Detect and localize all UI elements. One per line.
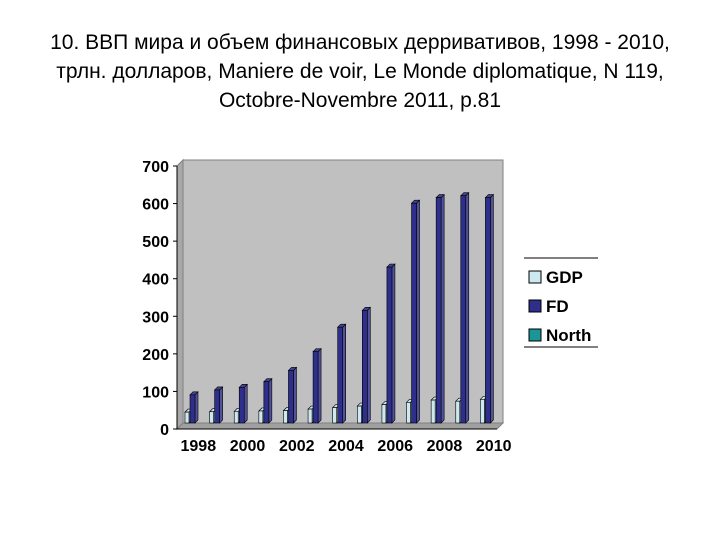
bar-fd-side <box>194 391 199 424</box>
bar-fd-front <box>288 370 294 424</box>
bar-fd-front <box>238 387 245 424</box>
bar-gdp-front <box>258 410 264 424</box>
bar-fd-front <box>435 197 442 424</box>
x-tick-label: 2008 <box>427 438 463 455</box>
bar-fd-front <box>214 389 220 424</box>
y-tick-label: 400 <box>142 272 169 289</box>
bar-fd <box>386 263 396 424</box>
bar-fd <box>263 377 273 424</box>
bar-fd <box>287 366 298 424</box>
y-tick-label: 700 <box>142 159 169 176</box>
chart-title: 10. ВВП мира и объем финансовых дерриват… <box>50 31 670 112</box>
legend-label-gdp: GDP <box>546 268 583 287</box>
bar-gdp-front <box>406 402 411 424</box>
bar-fd <box>336 323 347 424</box>
bar-fd <box>460 191 470 424</box>
legend-swatch-north <box>528 328 542 342</box>
bar-gdp-front <box>184 411 190 424</box>
y-tick-label: 500 <box>142 234 169 251</box>
x-tick-label: 2006 <box>377 438 413 455</box>
plot-floor <box>175 422 505 430</box>
bar-fd-side <box>367 306 371 424</box>
x-tick-label: 2000 <box>230 438 266 455</box>
bar-fd-front <box>411 202 417 424</box>
bar-fd-front <box>386 266 393 424</box>
y-tick-label: 300 <box>142 309 169 326</box>
y-tick-label: 100 <box>142 384 169 401</box>
bar-fd-side <box>416 199 420 424</box>
bar-gdp-front <box>480 399 485 424</box>
bar-gdp-front <box>430 399 436 424</box>
plot-side-wall <box>176 158 184 431</box>
bar-fd <box>238 383 248 424</box>
bar-gdp-front <box>332 407 337 424</box>
y-tick-label: 200 <box>142 347 169 364</box>
y-tick-label: 0 <box>160 422 169 439</box>
legend: GDP FD North <box>524 257 598 348</box>
bar-fd-side <box>342 323 346 424</box>
bar-fd <box>435 193 445 424</box>
bar-gdp-front <box>233 411 239 424</box>
bar-gdp-front <box>209 411 214 424</box>
bar-fd <box>361 306 372 424</box>
bar-fd-side <box>268 377 273 424</box>
x-tick-label: 1998 <box>181 438 217 455</box>
x-tick-label: 2004 <box>328 438 364 455</box>
bar-fd-front <box>485 197 491 424</box>
bar-fd-side <box>490 193 494 424</box>
x-tick-label: 2002 <box>279 438 315 455</box>
bars <box>184 191 495 424</box>
bar-gdp-front <box>357 405 362 424</box>
bar-fd-front <box>337 326 343 424</box>
bar-fd-side <box>317 347 322 424</box>
x-tick-label: 2010 <box>476 438 512 455</box>
bar-gdp-front <box>381 404 387 424</box>
bar-fd <box>312 347 322 424</box>
bar-fd-front <box>362 309 368 424</box>
bar-fd-side <box>391 263 396 424</box>
bar-fd <box>213 386 224 424</box>
legend-label-north: North <box>546 326 591 345</box>
y-tick-label: 600 <box>142 197 169 214</box>
bar-fd-front <box>189 394 196 424</box>
bar-fd-side <box>465 191 470 424</box>
legend-swatch-fd <box>528 299 542 313</box>
bar-fd <box>189 391 199 424</box>
bar-gdp-front <box>455 400 461 424</box>
bar-fd-side <box>219 386 223 424</box>
bar-fd-front <box>263 381 270 424</box>
legend-swatch-gdp <box>528 270 542 284</box>
bar-fd-side <box>243 383 248 424</box>
bar-fd <box>410 199 421 424</box>
y-axis: 0 100 200 300 400 500 600 700 <box>142 159 178 439</box>
bar-gdp-front <box>283 410 288 424</box>
bar-fd-front <box>312 351 319 424</box>
bar-fd <box>484 193 495 424</box>
bar-fd-side <box>293 366 297 424</box>
legend-label-fd: FD <box>546 297 569 316</box>
bar-fd-side <box>440 193 445 424</box>
bar-gdp-front <box>307 408 313 424</box>
bar-fd-front <box>460 195 467 424</box>
x-axis: 1998 2000 2002 2004 2006 2008 2010 <box>177 428 512 455</box>
